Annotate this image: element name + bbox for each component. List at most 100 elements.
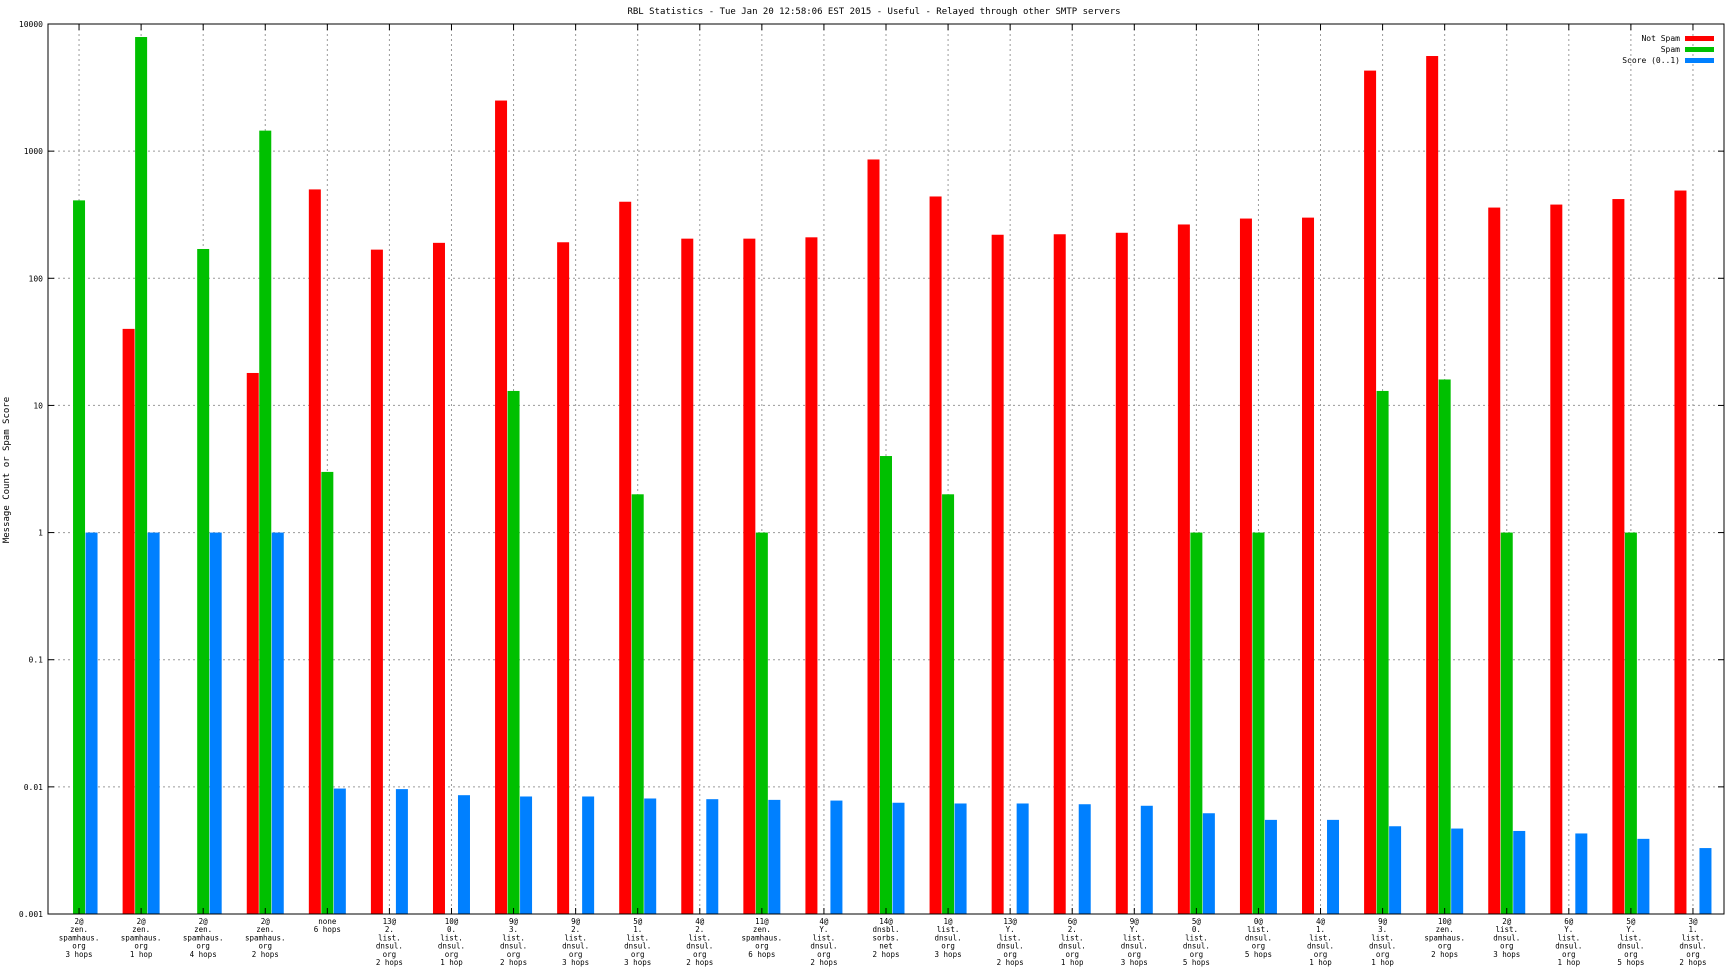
x-tick-label: 5@: [1192, 917, 1202, 926]
x-tick-label: 2.: [385, 925, 394, 934]
bar-not-spam: [495, 100, 508, 915]
x-tick-label: dnsul.: [1245, 933, 1272, 942]
x-tick-label: list.: [1061, 933, 1084, 942]
x-tick-label: list.: [1495, 925, 1518, 934]
bar-not-spam: [1177, 224, 1190, 914]
y-tick-label: 10: [33, 401, 43, 410]
bar-spam: [321, 471, 334, 914]
bar-score-0-1: [147, 532, 160, 914]
bar-score-0-1: [457, 795, 470, 914]
x-tick-label: 2@: [199, 917, 209, 926]
bar-score-0-1: [1699, 848, 1712, 914]
bar-spam: [1624, 532, 1637, 914]
x-tick-label: 13@: [1003, 917, 1017, 926]
x-tick-label: 3.: [509, 925, 518, 934]
x-tick-label: 3@: [1688, 917, 1698, 926]
x-tick-label: dnsul.: [1183, 942, 1210, 951]
x-tick-label: dnsul.: [935, 933, 962, 942]
bar-score-0-1: [1637, 838, 1650, 914]
bar-not-spam: [1364, 70, 1377, 914]
x-tick-label: list.: [626, 933, 649, 942]
bar-score-0-1: [1140, 805, 1153, 914]
y-tick-label: 100: [29, 274, 44, 283]
x-tick-label: org: [1686, 950, 1700, 959]
bar-score-0-1: [706, 799, 719, 914]
x-tick-label: org: [1314, 950, 1328, 959]
x-tick-label: 3 hops: [624, 958, 651, 967]
bar-not-spam: [308, 189, 321, 914]
x-tick-label: 1.: [1316, 925, 1325, 934]
bar-score-0-1: [768, 799, 781, 914]
x-tick-label: 5@: [1626, 917, 1636, 926]
x-tick-label: 3 hops: [1121, 958, 1148, 967]
bar-spam: [631, 494, 644, 914]
x-tick-label: org: [72, 942, 86, 951]
x-tick-label: dnsul.: [1307, 942, 1334, 951]
x-tick-label: dnsul.: [997, 942, 1024, 951]
x-tick-label: 14@: [879, 917, 893, 926]
x-tick-label: Y.: [1006, 925, 1015, 934]
x-tick-label: 5 hops: [1245, 950, 1272, 959]
x-tick-label: none: [318, 917, 337, 926]
x-tick-label: 1.: [633, 925, 642, 934]
x-tick-label: 4@: [695, 917, 705, 926]
bar-not-spam: [1488, 207, 1501, 914]
x-tick-label: 3 hops: [562, 958, 589, 967]
x-tick-label: zen.: [70, 925, 88, 934]
bar-not-spam: [619, 201, 632, 914]
bar-not-spam: [1053, 234, 1066, 915]
x-tick-label: 0.: [1192, 925, 1201, 934]
x-tick-label: spamhaus.: [121, 933, 162, 942]
y-tick-label: 10000: [19, 20, 43, 29]
y-ticks: 0.001 0.01 0.1 1 10 100 1000 10000: [19, 20, 1724, 919]
bar-score-0-1: [333, 788, 346, 914]
x-tick-label: org: [507, 950, 521, 959]
x-tick-label: zen.: [753, 925, 771, 934]
x-tick-label: dnsbl.: [872, 925, 899, 934]
x-tick-label: spamhaus.: [245, 933, 286, 942]
x-tick-label: 2 hops: [686, 958, 713, 967]
bar-not-spam: [867, 159, 880, 914]
x-tick-label: dnsul.: [438, 942, 465, 951]
legend-swatch: [1685, 47, 1714, 52]
x-tick-label: 10@: [1438, 917, 1452, 926]
x-tick-label: list.: [378, 933, 401, 942]
x-tick-label: org: [1438, 942, 1452, 951]
x-tick-label: 3 hops: [935, 950, 962, 959]
y-axis-label: Message Count or Spam Score: [2, 397, 12, 543]
bar-spam: [73, 200, 86, 914]
x-tick-label: org: [196, 942, 210, 951]
bar-spam: [135, 37, 148, 914]
x-tick-label: 2 hops: [1431, 950, 1458, 959]
y-tick-label: 1: [38, 529, 43, 538]
x-tick-label: spamhaus.: [183, 933, 224, 942]
x-tick-label: org: [134, 942, 148, 951]
x-tick-label: dnsul.: [1369, 942, 1396, 951]
x-tick-label: list.: [688, 933, 711, 942]
x-tick-label: list.: [1123, 933, 1146, 942]
x-tick-label: zen.: [132, 925, 150, 934]
x-tick-label: dnsul.: [1617, 942, 1644, 951]
x-tick-label: Y.: [1130, 925, 1139, 934]
x-tick-label: list.: [999, 933, 1022, 942]
x-tick-label: dnsul.: [1121, 942, 1148, 951]
x-tick-label: 9@: [1378, 917, 1388, 926]
x-tick-label: dnsul.: [562, 942, 589, 951]
bar-score-0-1: [1327, 819, 1340, 914]
bar-score-0-1: [1451, 828, 1464, 914]
bar-score-0-1: [85, 532, 98, 914]
x-tick-label: list.: [813, 933, 836, 942]
bar-not-spam: [1302, 217, 1315, 914]
x-tick-label: org: [569, 950, 583, 959]
legend-label: Not Spam: [1641, 34, 1680, 43]
bar-not-spam: [1674, 190, 1687, 914]
bar-score-0-1: [1264, 819, 1277, 914]
bar-score-0-1: [209, 532, 222, 914]
bar-not-spam: [557, 242, 570, 914]
x-tick-label: 2.: [695, 925, 704, 934]
x-tick-label: org: [1562, 950, 1576, 959]
x-tick-label: Y.: [1626, 925, 1635, 934]
legend-swatch: [1685, 36, 1714, 41]
x-tick-label: 13@: [383, 917, 397, 926]
